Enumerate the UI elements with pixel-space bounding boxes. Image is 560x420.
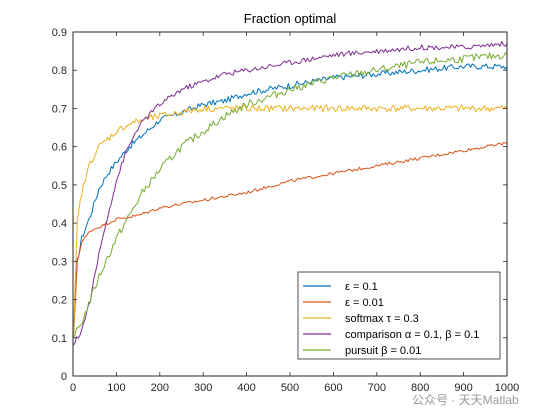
series-layer <box>72 40 508 346</box>
series-epsilon-0.1 <box>72 63 508 338</box>
x-axis: 0 100 200 300 400 500 600 700 800 900 1000 <box>70 32 519 394</box>
x-tick-label: 1000 <box>495 382 519 394</box>
x-tick-label: 100 <box>107 382 125 394</box>
legend-label-pursuit: pursuit β = 0.01 <box>345 345 421 357</box>
x-tick-label: 600 <box>324 382 342 394</box>
legend: ε = 0.1 ε = 0.01 softmax τ = 0.3 compari… <box>297 271 501 360</box>
x-tick-label: 0 <box>70 382 76 394</box>
legend-label-epsilon-0.01: ε = 0.01 <box>345 297 384 309</box>
x-tick-label: 800 <box>411 382 429 394</box>
chart-title: Fraction optimal <box>244 11 337 26</box>
y-tick-label: 0.7 <box>52 103 67 115</box>
legend-label-softmax: softmax τ = 0.3 <box>345 313 419 325</box>
y-tick-label: 0.4 <box>52 218 67 230</box>
watermark-text: 公众号 · 天天Matlab <box>412 393 519 407</box>
y-tick-label: 0.8 <box>52 65 67 77</box>
y-tick-label: 0.3 <box>52 256 67 268</box>
y-tick-label: 0.2 <box>52 295 67 307</box>
x-tick-label: 700 <box>368 382 386 394</box>
x-tick-label: 900 <box>454 382 472 394</box>
y-tick-label: 0.6 <box>52 142 67 154</box>
legend-box <box>297 271 501 360</box>
series-comparison <box>72 40 508 346</box>
series-pursuit <box>72 52 508 339</box>
x-tick-label: 200 <box>151 382 169 394</box>
x-tick-label: 500 <box>281 382 299 394</box>
y-axis: 0 0.1 0.2 0.3 0.4 0.5 0.6 0.7 0.8 0.9 <box>52 27 507 383</box>
y-tick-label: 0.5 <box>52 180 67 192</box>
y-tick-label: 0 <box>61 371 67 383</box>
x-tick-label: 400 <box>237 382 255 394</box>
y-tick-label: 0.9 <box>52 27 67 39</box>
legend-label-epsilon-0.1: ε = 0.1 <box>345 281 378 293</box>
series-epsilon-0.01 <box>72 142 508 338</box>
y-tick-label: 0.1 <box>52 333 67 345</box>
legend-label-comparison: comparison α = 0.1, β = 0.1 <box>345 329 479 341</box>
x-tick-label: 300 <box>194 382 212 394</box>
